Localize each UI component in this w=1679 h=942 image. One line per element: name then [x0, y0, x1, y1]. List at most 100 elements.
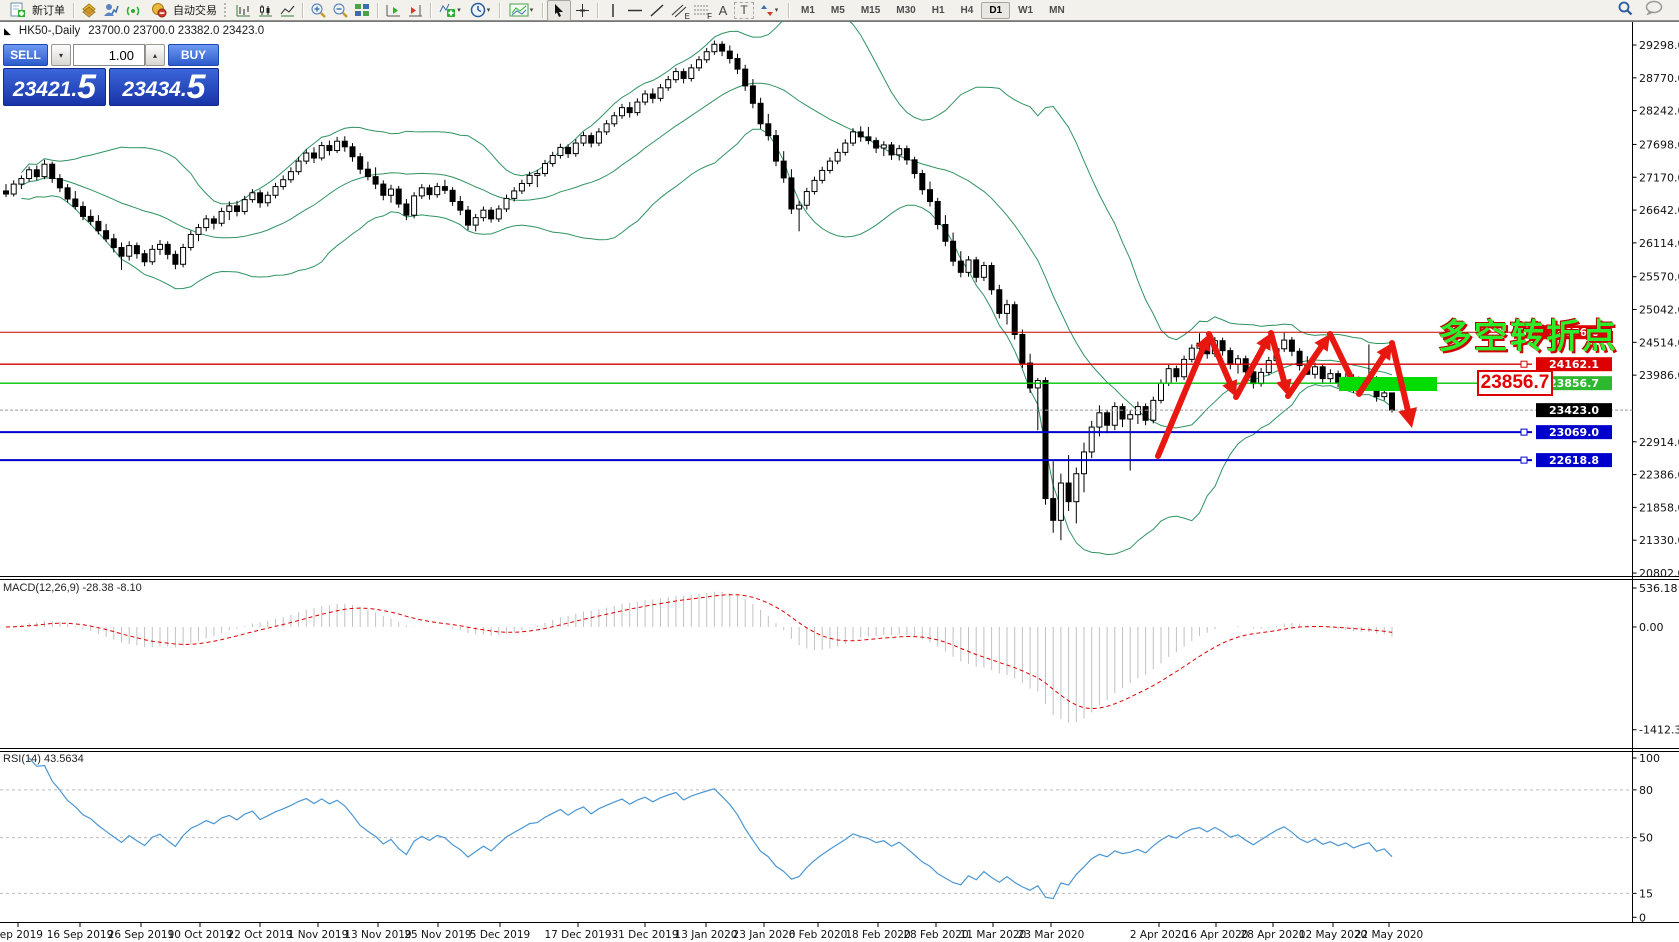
zoom-in-button[interactable]	[307, 1, 329, 20]
profiles-icon[interactable]	[100, 1, 122, 20]
autotrading-icon	[148, 1, 170, 20]
signals-icon[interactable]	[122, 1, 144, 20]
toolbar-grip	[224, 3, 229, 17]
cursor-button[interactable]	[547, 0, 571, 21]
horizontal-line-button[interactable]	[624, 1, 646, 20]
timeframe-m5[interactable]: M5	[830, 4, 845, 16]
timeframe-w1[interactable]: W1	[1018, 4, 1034, 16]
macd-panel: 536.18 0.00 -1412.34	[5, 582, 1679, 737]
bollinger-bands	[21, 0, 1393, 556]
volume-input[interactable]: 1.00	[73, 44, 145, 66]
metaeditor-icon[interactable]	[78, 1, 100, 20]
svg-text:22618.8: 22618.8	[1549, 454, 1599, 467]
chart-shift-button[interactable]	[404, 1, 426, 20]
svg-text:23986.0: 23986.0	[1639, 369, 1679, 382]
svg-text:21858.0: 21858.0	[1639, 501, 1679, 514]
candlestick-series	[3, 40, 1395, 541]
buy-price-dot: .	[180, 78, 187, 101]
svg-text:28770.0: 28770.0	[1639, 72, 1679, 85]
text-label-button[interactable]: T	[734, 1, 754, 19]
autotrading-label: 自动交易	[173, 5, 217, 17]
arrows-button[interactable]: ▾	[754, 1, 784, 20]
svg-text:22 May 2020: 22 May 2020	[1355, 929, 1423, 941]
vertical-line-button[interactable]	[602, 1, 624, 20]
separator	[73, 2, 74, 18]
svg-text:27698.0: 27698.0	[1639, 138, 1679, 151]
svg-text:21330.0: 21330.0	[1639, 534, 1679, 547]
buy-button[interactable]: BUY	[168, 44, 219, 66]
sell-price-frac: 5	[77, 68, 97, 106]
svg-text:24162.1: 24162.1	[1549, 358, 1599, 371]
dropdown-caret-icon: ▾	[486, 7, 491, 14]
sell-price-box[interactable]: 23421. 5	[3, 68, 106, 106]
sell-price-main: 23421	[12, 78, 72, 101]
panel-borders	[0, 21, 1679, 923]
buy-price-frac: 5	[186, 68, 206, 106]
search-icon[interactable]	[1617, 0, 1633, 21]
timeframe-m15[interactable]: M15	[860, 4, 881, 16]
indicators-button[interactable]: ▾	[435, 1, 465, 20]
svg-text:22914.0: 22914.0	[1639, 436, 1679, 449]
svg-text:25042.0: 25042.0	[1639, 304, 1679, 317]
price-tag-annotation[interactable]: 23856.7	[1477, 370, 1553, 396]
new-order-label: 新订单	[32, 5, 65, 17]
spin-up-icon: ▴	[152, 50, 157, 60]
price-axis: 29298.0 28770.0 28242.0 27698.0 27170.0 26642…	[1536, 39, 1679, 580]
buy-price-box[interactable]: 23434. 5	[109, 68, 219, 106]
fibonacci-tool-letter: F	[707, 11, 712, 21]
separator	[430, 2, 431, 18]
timeframe-m30[interactable]: M30	[896, 4, 916, 16]
svg-text:6 Feb 2020: 6 Feb 2020	[789, 929, 848, 941]
svg-text:2 Apr 2020: 2 Apr 2020	[1130, 929, 1188, 941]
svg-text:23 Jan 2020: 23 Jan 2020	[733, 929, 796, 941]
svg-text:16 Sep 2019: 16 Sep 2019	[47, 929, 114, 941]
svg-text:29298.0: 29298.0	[1639, 39, 1679, 52]
macd-signal-line	[5, 594, 1393, 710]
timeframe-d1[interactable]: D1	[981, 1, 1011, 19]
bar-chart-button[interactable]	[232, 1, 254, 20]
svg-text:17 Dec 2019: 17 Dec 2019	[544, 929, 611, 941]
tile-windows-button[interactable]	[351, 1, 373, 20]
trendline-button[interactable]	[646, 1, 668, 20]
svg-text:0: 0	[1639, 911, 1646, 924]
timeframe-m1[interactable]: M1	[801, 4, 815, 16]
timeframe-h1[interactable]: H1	[931, 4, 945, 16]
svg-text:-1412.34: -1412.34	[1639, 724, 1679, 737]
chart-marker-icon: ◣	[4, 25, 11, 36]
zigzag-arrows-over	[1356, 340, 1417, 428]
fibonacci-button[interactable]: F	[690, 1, 712, 21]
rsi-panel: 100 80 50 15 0	[0, 752, 1660, 924]
timeframe-mn[interactable]: MN	[1049, 4, 1065, 16]
new-order-button[interactable]: 新订单	[3, 1, 69, 20]
chat-icon[interactable]	[1645, 0, 1663, 20]
volume-decrement-button[interactable]: ▾	[51, 44, 71, 66]
separator	[377, 2, 378, 18]
sell-button[interactable]: SELL	[3, 44, 48, 66]
zoom-out-button[interactable]	[329, 1, 351, 20]
crosshair-button[interactable]	[571, 1, 593, 20]
turning-point-annotation[interactable]: 多空转折点	[1438, 319, 1618, 356]
candlestick-chart-button[interactable]	[254, 1, 276, 20]
svg-text:16 Apr 2020: 16 Apr 2020	[1184, 929, 1249, 941]
auto-scroll-button[interactable]	[382, 1, 404, 20]
svg-text:5 Dec 2019: 5 Dec 2019	[470, 929, 530, 941]
svg-text:25 Nov 2019: 25 Nov 2019	[404, 929, 471, 941]
svg-text:23856.7: 23856.7	[1549, 377, 1599, 390]
separator	[302, 2, 303, 18]
templates-button[interactable]: ▾	[504, 1, 538, 20]
line-chart-button[interactable]	[276, 1, 298, 20]
volume-increment-button[interactable]: ▴	[145, 44, 165, 66]
svg-text:12 May 2020: 12 May 2020	[1299, 929, 1367, 941]
svg-text:13 Nov 2019: 13 Nov 2019	[344, 929, 411, 941]
text-button[interactable]: A	[712, 1, 734, 20]
periods-button[interactable]: ▾	[465, 1, 495, 20]
equidistant-channel-button[interactable]: E	[668, 1, 690, 21]
svg-text:15: 15	[1639, 887, 1653, 900]
sell-price-dot: .	[71, 78, 78, 101]
svg-text:50: 50	[1639, 832, 1653, 845]
autotrading-button[interactable]: 自动交易	[144, 1, 221, 20]
timeframe-h4[interactable]: H4	[960, 4, 974, 16]
